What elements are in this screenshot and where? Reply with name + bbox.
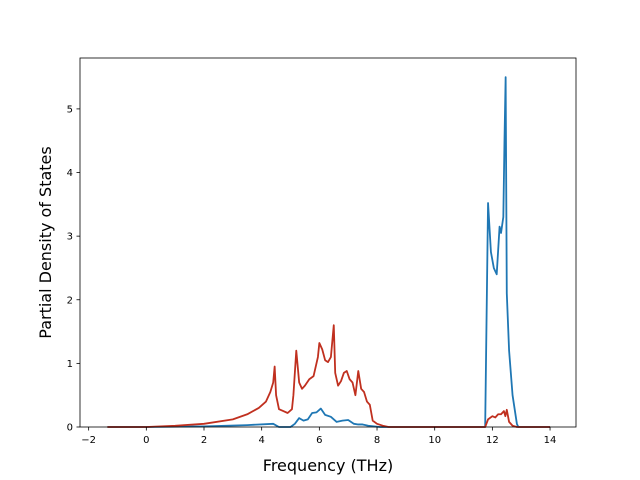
x-tick-label: 4 <box>258 435 264 446</box>
plot-area <box>79 57 577 428</box>
x-axis-ticks: −2 0 2 4 6 8 10 12 14 <box>81 427 556 446</box>
series-line-1 <box>107 76 551 428</box>
plot-background <box>80 58 576 427</box>
y-axis-label: Partial Density of States <box>36 146 55 338</box>
x-tick-label: 10 <box>428 435 441 446</box>
y-tick-label: 3 <box>67 232 73 243</box>
x-axis-label: Frequency (THz) <box>263 456 393 475</box>
x-tick-label: 6 <box>316 435 322 446</box>
x-tick-label: −2 <box>81 435 96 446</box>
x-tick-label: 12 <box>486 435 499 446</box>
series-line-2 <box>107 324 551 428</box>
series-layer <box>107 76 551 428</box>
x-tick-label: 8 <box>374 435 380 446</box>
x-tick-label: 14 <box>544 435 557 446</box>
y-tick-label: 2 <box>67 295 73 306</box>
y-axis-ticks: 0 1 2 3 4 5 <box>67 104 80 434</box>
y-tick-label: 0 <box>67 423 73 434</box>
y-tick-label: 1 <box>67 359 73 370</box>
plot-frame <box>79 57 577 428</box>
y-tick-label: 5 <box>67 104 73 115</box>
x-tick-label: 2 <box>201 435 207 446</box>
x-tick-label: 0 <box>143 435 149 446</box>
y-tick-label: 4 <box>67 168 73 179</box>
